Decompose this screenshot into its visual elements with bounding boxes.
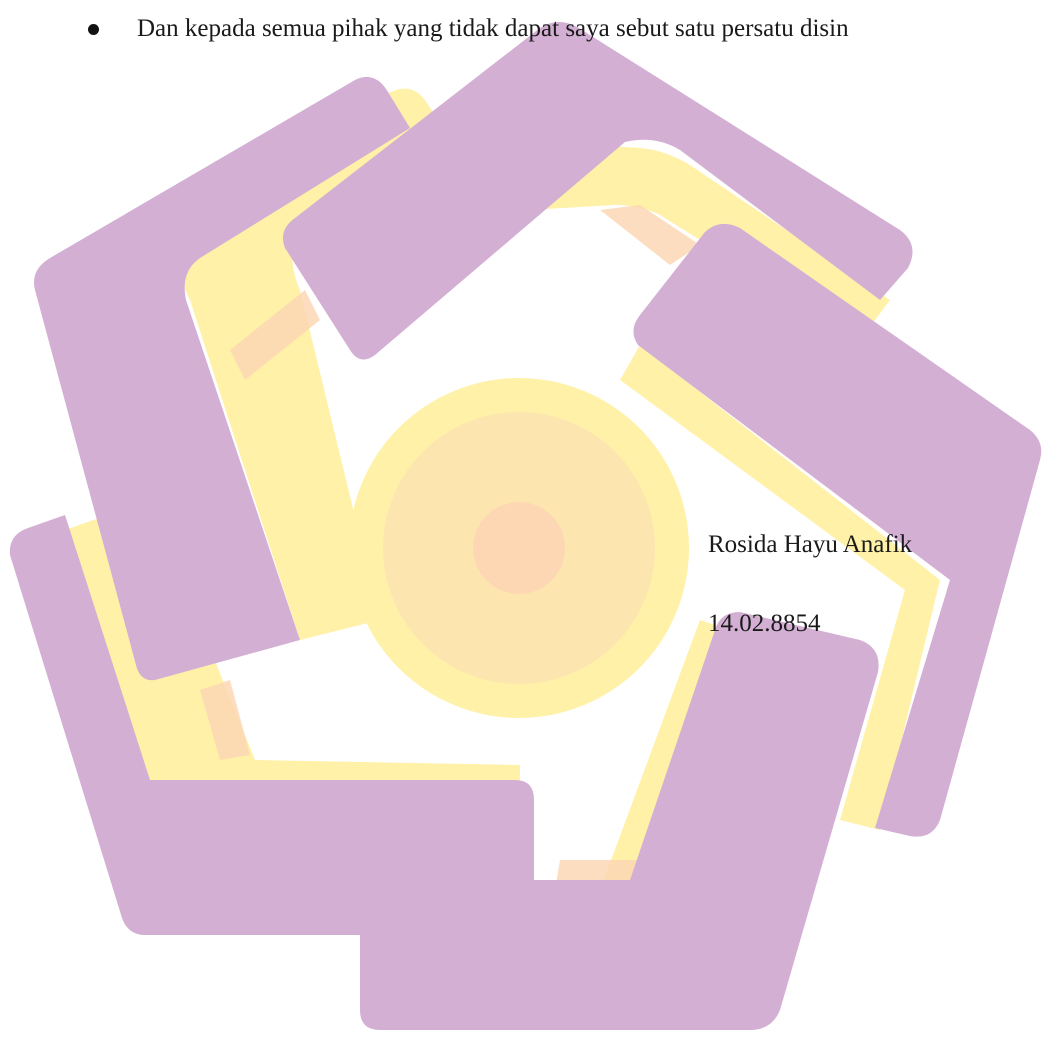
signature-block: Rosida Hayu Anafik 14.02.8854	[708, 528, 912, 641]
logo-purple-blades	[9, 21, 1042, 1030]
bullet-icon	[88, 24, 99, 35]
list-item: Dan kepada semua pihak yang tidak dapat …	[88, 12, 1044, 46]
student-id: 14.02.8854	[708, 610, 821, 637]
logo-center-circle	[349, 378, 689, 718]
author-name: Rosida Hayu Anafik	[708, 531, 913, 558]
acknowledgement-list: Dan kepada semua pihak yang tidak dapat …	[88, 12, 1044, 46]
list-item-text: Dan kepada semua pihak yang tidak dapat …	[137, 15, 849, 42]
